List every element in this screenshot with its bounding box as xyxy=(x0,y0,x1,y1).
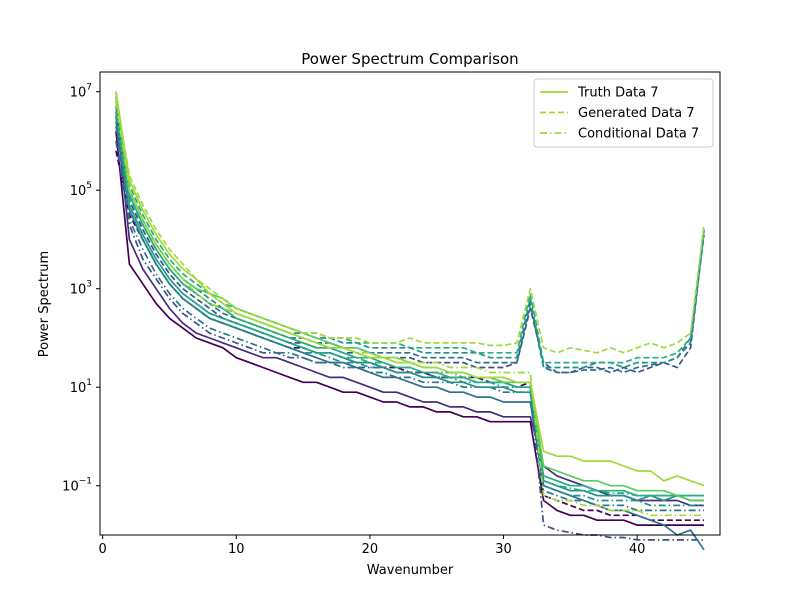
x-tick-label: 20 xyxy=(362,542,379,557)
plot-frame xyxy=(99,71,721,536)
legend-label: Conditional Data 7 xyxy=(578,127,699,142)
series-line-1 xyxy=(115,131,704,526)
series-line-4 xyxy=(115,116,705,374)
x-axis-label: Wavenumber xyxy=(367,563,454,578)
x-tick-label: 0 xyxy=(99,542,107,557)
y-axis-ticks: 10−1 101 103 105 107 xyxy=(62,83,100,495)
legend-box xyxy=(533,78,714,148)
series-line-8 xyxy=(115,126,704,512)
y-tick-label: 10−1 xyxy=(62,477,92,495)
legend: Truth Data 7 Generated Data 7 Conditional … xyxy=(533,78,714,148)
plot-lines xyxy=(115,91,705,551)
series-line-14 xyxy=(115,111,704,497)
series-line-17 xyxy=(115,96,705,354)
series-line-18 xyxy=(115,101,704,517)
y-axis-label: Power Spectrum xyxy=(37,251,52,357)
series-line-7 xyxy=(115,106,705,374)
x-tick-label: 40 xyxy=(629,542,646,557)
y-tick-label: 101 xyxy=(70,378,92,396)
legend-label: Truth Data 7 xyxy=(577,86,659,101)
y-tick-label: 107 xyxy=(70,83,92,101)
chart-title: Power Spectrum Comparison xyxy=(301,50,518,68)
legend-label: Generated Data 7 xyxy=(578,106,695,121)
series-line-11 xyxy=(115,116,704,507)
x-tick-label: 30 xyxy=(495,542,512,557)
y-tick-label: 103 xyxy=(70,280,92,298)
x-tick-label: 10 xyxy=(228,542,245,557)
series-line-3 xyxy=(115,111,704,507)
x-axis-ticks: 0 10 20 30 40 xyxy=(99,535,646,557)
series-line-5 xyxy=(115,140,704,541)
y-tick-label: 105 xyxy=(70,181,92,199)
